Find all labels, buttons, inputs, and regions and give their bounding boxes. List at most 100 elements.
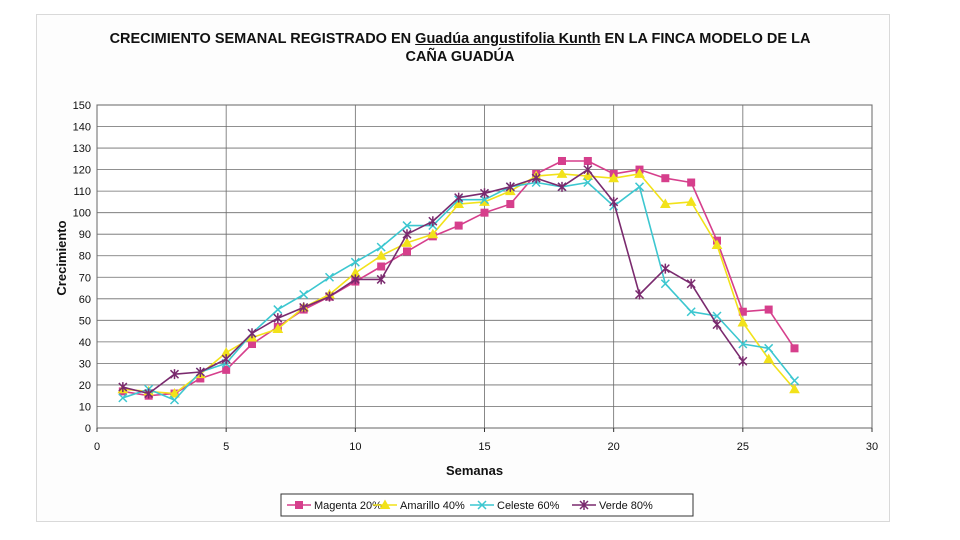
legend: Magenta 20% Amarillo 40% Celeste 60% Verde … xyxy=(280,493,694,517)
series-3-point-25 xyxy=(738,339,748,349)
series-3-point-26 xyxy=(764,343,774,353)
series-4-point-20 xyxy=(609,196,619,207)
series-1-point-23 xyxy=(687,178,696,187)
series-1-point-19 xyxy=(583,156,592,165)
legend-label-3: Celeste 60% xyxy=(497,500,560,512)
series-3-point-8 xyxy=(299,289,309,300)
series-2-point-3 xyxy=(169,388,180,398)
title-part-2: EN LA FINCA MODELO DE LA xyxy=(600,31,811,47)
series-3-point-19 xyxy=(583,177,593,188)
series-2-point-14 xyxy=(453,198,465,209)
series-4-point-3 xyxy=(169,369,180,380)
legend-marker-1 xyxy=(295,501,303,509)
series-3-point-10 xyxy=(350,257,360,267)
series-2-point-18 xyxy=(556,168,568,178)
series-1-point-15 xyxy=(480,208,489,217)
series-4-point-9 xyxy=(324,291,335,302)
x-tick-label-20: 20 xyxy=(608,441,620,453)
series-2-point-27 xyxy=(789,383,800,394)
series-1-point-18 xyxy=(558,156,566,165)
y-axis-label: Crecimiento xyxy=(54,220,69,295)
series-1-point-14 xyxy=(454,221,463,230)
series-1-point-12 xyxy=(403,247,411,256)
series-1-point-6 xyxy=(248,340,256,349)
chart-title: CRECIMIENTO SEMANAL REGISTRADO EN Guadúa… xyxy=(90,30,830,66)
y-tick-label-100: 100 xyxy=(73,208,91,220)
x-tick-label-15: 15 xyxy=(478,441,490,453)
series-2-point-7 xyxy=(272,323,284,333)
series-4-point-2 xyxy=(144,388,154,399)
series-1-point-11 xyxy=(377,262,386,271)
series-3-point-11 xyxy=(376,242,386,252)
series-2-point-20 xyxy=(608,172,620,183)
series-1-point-22 xyxy=(661,174,670,183)
grid xyxy=(96,104,873,429)
series-2-point-12 xyxy=(401,237,413,247)
legend-marker-4 xyxy=(579,500,589,510)
series-4-point-17 xyxy=(531,173,541,184)
series-4-point-22 xyxy=(660,263,670,274)
title-part-1: CRECIMIENTO SEMANAL REGISTRADO EN xyxy=(109,31,416,47)
series-4-point-5 xyxy=(221,354,231,365)
series-1-point-5 xyxy=(222,365,231,374)
legend-label-2: Amarillo 40% xyxy=(400,500,465,512)
x-tick-label-5: 5 xyxy=(223,441,229,453)
series-4-point-11 xyxy=(376,274,386,285)
y-tick-label-20: 20 xyxy=(79,380,91,392)
series-3-point-1 xyxy=(118,393,128,403)
x-axis-label: Semanas xyxy=(446,463,503,478)
series-3-point-3 xyxy=(169,395,180,405)
series-1-point-26 xyxy=(764,305,773,314)
y-tick-label-0: 0 xyxy=(85,423,91,435)
series-1-point-16 xyxy=(506,200,515,209)
series-3-point-24 xyxy=(712,311,722,321)
series-4-point-13 xyxy=(428,216,438,227)
series-4-point-25 xyxy=(738,356,748,367)
series-4-point-14 xyxy=(454,192,464,203)
title-species: Guadúa angustifolia Kunth xyxy=(415,31,601,47)
legend-marker-2 xyxy=(379,499,391,509)
series-3-point-22 xyxy=(660,279,670,289)
series-layer xyxy=(117,156,800,405)
series-4-point-23 xyxy=(686,278,696,289)
series-2-point-13 xyxy=(427,228,439,239)
series-4-point-8 xyxy=(299,302,309,313)
x-tick-label-25: 25 xyxy=(737,441,749,453)
series-3-point-15 xyxy=(479,195,490,205)
series-4-point-18 xyxy=(557,181,567,192)
series-2-point-22 xyxy=(659,198,671,209)
series-4-point-15 xyxy=(479,188,490,199)
series-3-point-27 xyxy=(789,376,800,386)
legend-marker-3 xyxy=(477,500,487,510)
y-tick-label-90: 90 xyxy=(79,229,91,241)
series-3-point-12 xyxy=(402,221,412,231)
series-2-point-11 xyxy=(375,250,387,260)
series-4-point-6 xyxy=(247,328,257,339)
series-4-point-4 xyxy=(195,367,205,378)
series-3-point-23 xyxy=(686,307,696,317)
legend-label-4: Verde 80% xyxy=(599,500,653,512)
series-4-point-1 xyxy=(118,382,128,393)
axes: 0 10 20 30 40 50 60 70 80 90 100 110 120 130 140 150 0 5 1… xyxy=(54,100,878,478)
y-tick-label-130: 130 xyxy=(73,143,91,155)
y-tick-label-10: 10 xyxy=(79,401,91,413)
series-4-point-7 xyxy=(273,313,283,324)
y-tick-label-60: 60 xyxy=(79,294,91,306)
series-4-point-10 xyxy=(350,274,360,285)
series-3-point-21 xyxy=(634,182,645,192)
y-tick-label-110: 110 xyxy=(73,186,91,198)
y-tick-label-140: 140 xyxy=(73,122,91,134)
series-2-point-23 xyxy=(685,196,697,206)
series-2-point-21 xyxy=(634,168,645,178)
series-2-point-25 xyxy=(737,316,749,327)
series-4-point-19 xyxy=(583,164,593,175)
series-4-point-24 xyxy=(712,319,722,330)
title-line-2: CAÑA GUADÚA xyxy=(405,49,515,65)
y-tick-label-80: 80 xyxy=(79,251,91,263)
legend-label-1: Magenta 20% xyxy=(314,500,382,512)
series-2-point-26 xyxy=(763,353,775,364)
x-tick-label-0: 0 xyxy=(94,441,100,453)
x-tick-label-30: 30 xyxy=(866,441,878,453)
series-3-point-9 xyxy=(324,272,335,282)
